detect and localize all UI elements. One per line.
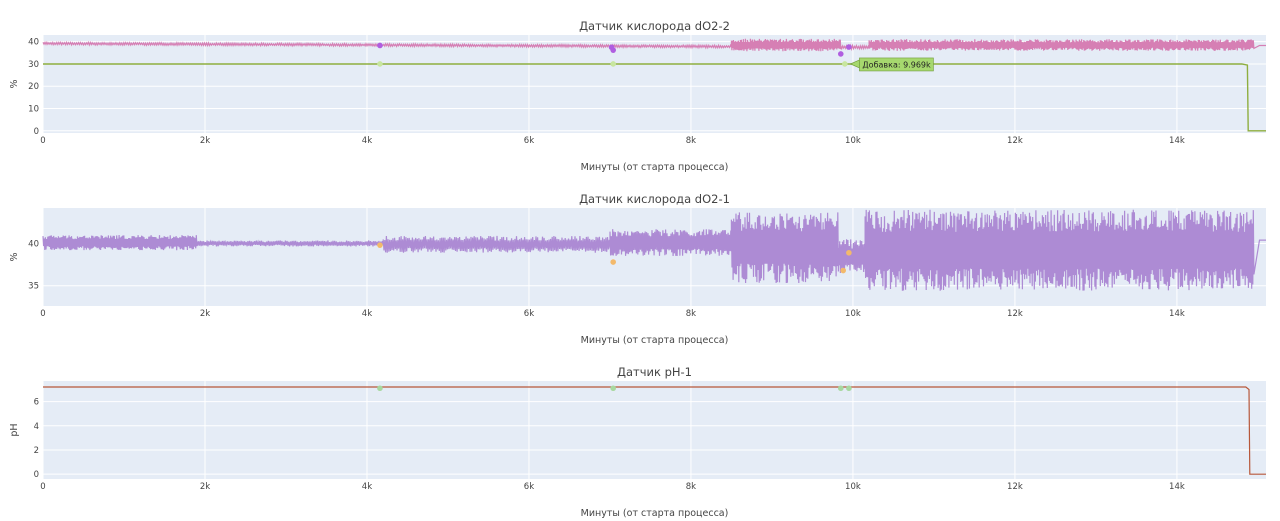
x-axis-label: Минуты (от старта процесса): [581, 162, 729, 173]
x-tick-label: 2k: [200, 309, 210, 319]
x-tick-label: 4k: [362, 482, 372, 492]
event-marker: [846, 385, 852, 392]
y-tick-label: 10: [28, 105, 39, 115]
x-tick-label: 4k: [362, 309, 372, 319]
signal-line: [43, 386, 1266, 475]
chart-title: Датчик кислорода dO2-2: [579, 19, 730, 33]
x-tick-label: 14k: [1169, 482, 1185, 492]
plot-area: [43, 35, 1266, 133]
event-marker: [840, 267, 847, 274]
x-tick-label: 6k: [524, 136, 534, 146]
y-tick-label: 40: [28, 239, 39, 249]
event-marker: [377, 385, 383, 392]
plot-area: [43, 381, 1266, 479]
y-tick-label: 40: [28, 38, 39, 48]
x-tick-label: 2k: [200, 136, 210, 146]
y-tick-label: 20: [28, 82, 39, 92]
x-tick-label: 0: [40, 136, 45, 146]
x-tick-label: 10k: [845, 482, 861, 492]
x-tick-label: 8k: [686, 136, 696, 146]
x-tick-label: 12k: [1007, 482, 1023, 492]
signal-line: [42, 209, 1266, 291]
event-marker: [377, 242, 383, 248]
y-tick-label: 30: [28, 60, 39, 70]
x-tick-label: 4k: [362, 136, 372, 146]
x-tick-label: 14k: [1169, 309, 1185, 319]
annotation-text: Добавка: 9.969k: [862, 60, 931, 69]
chart-2: 0 2k 4k 6k 8k 10k 12k 14k 35 40 Датчик кислорода d…: [9, 192, 1266, 346]
x-tick-label: 12k: [1007, 309, 1023, 319]
y-tick-label: 0: [34, 470, 39, 480]
y-tick-label: 35: [28, 282, 39, 292]
y-axis-label: %: [9, 79, 20, 88]
chart-3: 0 2k 4k 6k 8k 10k 12k 14k 0 2 4 6 Датчик pH-1 Минуты …: [9, 365, 1266, 519]
event-marker: [837, 385, 844, 392]
chart-title: Датчик кислорода dO2-1: [579, 192, 730, 206]
setpoint-marker: [377, 61, 383, 67]
setpoint-marker: [842, 61, 848, 67]
x-tick-label: 2k: [200, 482, 210, 492]
x-tick-label: 8k: [686, 309, 696, 319]
y-axis-label: %: [9, 252, 20, 261]
x-tick-label: 6k: [524, 309, 534, 319]
y-tick-label: 2: [34, 446, 39, 456]
event-marker: [377, 42, 383, 49]
y-tick-label: 6: [34, 398, 39, 408]
event-marker: [610, 47, 616, 53]
event-marker: [610, 259, 616, 265]
chart-1: 0 2k 4k 6k 8k 10k 12k 14k 0 10 20 30 40 Датчик кислор…: [9, 19, 1266, 173]
x-axis-label: Минуты (от старта процесса): [581, 335, 729, 346]
signal-line: [42, 38, 1266, 52]
x-tick-label: 6k: [524, 482, 534, 492]
setpoint-marker: [610, 61, 616, 67]
annotation-box: [859, 57, 934, 72]
x-tick-label: 0: [40, 309, 45, 319]
event-marker: [610, 385, 616, 392]
event-marker: [837, 51, 844, 57]
chart-title: Датчик pH-1: [617, 365, 692, 379]
x-tick-label: 10k: [845, 309, 861, 319]
y-tick-label: 0: [34, 127, 39, 137]
y-axis-label: pH: [9, 423, 20, 436]
y-tick-label: 4: [34, 422, 39, 432]
x-axis-label: Минуты (от старта процесса): [581, 508, 729, 519]
x-tick-label: 12k: [1007, 136, 1023, 146]
x-tick-label: 14k: [1169, 136, 1185, 146]
x-tick-label: 8k: [686, 482, 696, 492]
event-marker: [846, 44, 852, 50]
x-tick-label: 0: [40, 482, 45, 492]
event-marker: [846, 249, 852, 256]
x-tick-label: 10k: [845, 136, 861, 146]
